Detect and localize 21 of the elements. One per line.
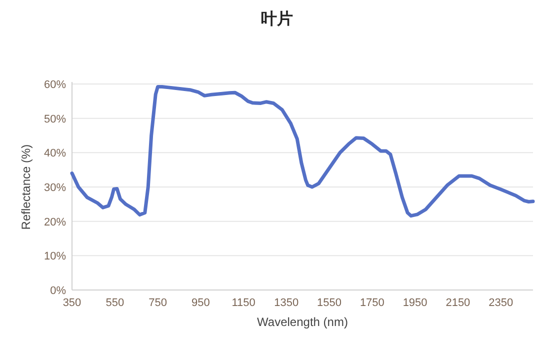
y-tick-label: 40% (44, 148, 66, 160)
x-tick-label: 2350 (488, 297, 514, 309)
x-tick-label: 950 (191, 297, 210, 309)
x-tick-label: 350 (62, 297, 82, 309)
x-tick-label: 750 (148, 297, 167, 309)
x-tick-label: 1550 (317, 297, 342, 309)
chart-title: 叶片 (261, 10, 293, 28)
y-tick-label: 50% (44, 113, 66, 126)
x-tick-label: 2150 (446, 297, 470, 309)
x-tick-label: 1350 (274, 297, 299, 309)
y-tick-label: 10% (44, 250, 66, 263)
y-tick-label: 30% (44, 182, 66, 194)
y-tick-label: 60% (44, 79, 66, 91)
y-axis-title: Reflectance (%) (19, 144, 33, 230)
x-tick-label: 1950 (402, 297, 428, 309)
x-tick-label: 1150 (232, 297, 256, 309)
y-tick-label: 0% (50, 285, 66, 297)
x-tick-label: 1750 (360, 297, 384, 309)
x-tick-label: 550 (106, 297, 124, 309)
x-axis-title: Wavelength (nm) (257, 315, 348, 329)
y-tick-label: 20% (44, 216, 66, 228)
